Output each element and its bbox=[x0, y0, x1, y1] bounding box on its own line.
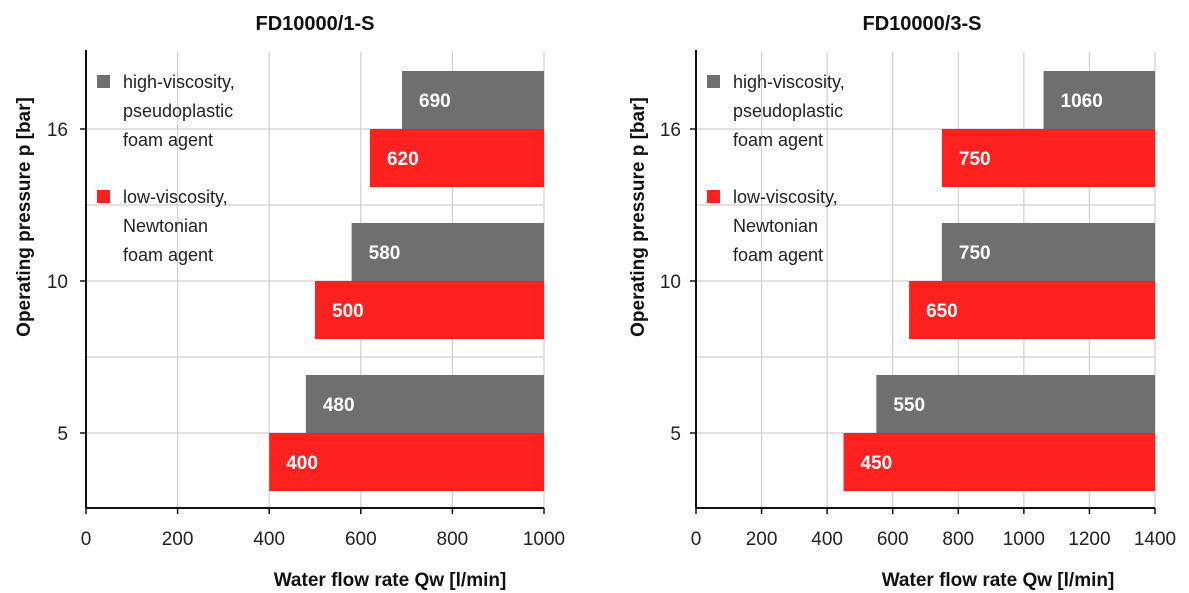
legend-label: low-viscosity, bbox=[733, 187, 838, 207]
legend-label: Newtonian bbox=[123, 216, 208, 236]
y-tick-label: 5 bbox=[670, 424, 681, 445]
bar-value-label: 750 bbox=[959, 243, 991, 264]
bar-value-label: 480 bbox=[323, 395, 355, 416]
legend-label: Newtonian bbox=[733, 216, 818, 236]
legend-label: high-viscosity, bbox=[123, 72, 235, 92]
legend-label: foam agent bbox=[733, 245, 823, 265]
legend-swatch bbox=[97, 190, 110, 203]
x-axis-title: Water flow rate Qw [l/min] bbox=[274, 570, 507, 591]
bar-high-viscosity bbox=[402, 71, 544, 129]
x-tick-label: 1000 bbox=[1003, 529, 1045, 550]
y-tick-label: 5 bbox=[57, 424, 68, 445]
chart-panel-1: 690 580 480 620 500 400 16 10 5 0 200 400 600 800 1000… bbox=[14, 13, 565, 591]
bar-value-label: 400 bbox=[286, 453, 318, 474]
chart-title: FD10000/1-S bbox=[256, 13, 375, 35]
bar-value-label: 620 bbox=[387, 149, 419, 170]
bar-value-label: 650 bbox=[926, 301, 958, 322]
x-tick-label: 1000 bbox=[523, 529, 565, 550]
x-tick-label: 400 bbox=[253, 529, 285, 550]
bar-high-viscosity bbox=[305, 375, 544, 433]
bar-low-viscosity bbox=[941, 129, 1155, 187]
bar-low-viscosity bbox=[269, 433, 544, 491]
legend-swatch bbox=[97, 75, 110, 88]
bar-value-label: 690 bbox=[419, 91, 451, 112]
y-tick-label: 16 bbox=[660, 120, 681, 141]
legend-label: foam agent bbox=[123, 245, 213, 265]
legend-label: foam agent bbox=[733, 130, 823, 150]
bar-low-viscosity bbox=[315, 281, 544, 339]
chart-title: FD10000/3-S bbox=[863, 13, 982, 35]
legend-label: high-viscosity, bbox=[733, 72, 845, 92]
bar-value-label: 580 bbox=[369, 243, 401, 264]
bar-value-label: 450 bbox=[861, 453, 893, 474]
y-axis-title: Operating pressure p [bar] bbox=[14, 97, 35, 337]
bar-low-viscosity bbox=[369, 129, 544, 187]
bar-low-viscosity bbox=[909, 281, 1155, 339]
x-tick-label: 200 bbox=[162, 529, 194, 550]
chart-panel-2: 1060 750 550 750 650 450 16 10 5 0 200 400 600 800 100… bbox=[628, 13, 1176, 591]
bar-high-viscosity bbox=[351, 223, 544, 281]
legend-label: foam agent bbox=[123, 130, 213, 150]
x-tick-label: 800 bbox=[437, 529, 469, 550]
y-tick-label: 10 bbox=[660, 272, 681, 293]
x-axis-title: Water flow rate Qw [l/min] bbox=[882, 570, 1115, 591]
x-tick-label: 800 bbox=[942, 529, 974, 550]
bar-value-label: 550 bbox=[893, 395, 925, 416]
bar-high-viscosity bbox=[1043, 71, 1155, 129]
legend-label: low-viscosity, bbox=[123, 187, 228, 207]
x-tick-label: 1200 bbox=[1068, 529, 1110, 550]
bar-value-label: 750 bbox=[959, 149, 991, 170]
legend-swatch bbox=[707, 75, 720, 88]
legend-swatch bbox=[707, 190, 720, 203]
bar-value-label: 500 bbox=[332, 301, 364, 322]
x-tick-label: 600 bbox=[345, 529, 377, 550]
bar-low-viscosity bbox=[843, 433, 1155, 491]
x-tick-label: 200 bbox=[746, 529, 778, 550]
bar-high-viscosity bbox=[876, 375, 1155, 433]
x-tick-label: 400 bbox=[811, 529, 843, 550]
bar-high-viscosity bbox=[941, 223, 1155, 281]
legend-label: pseudoplastic bbox=[733, 101, 843, 121]
x-tick-label: 600 bbox=[877, 529, 909, 550]
x-tick-label: 0 bbox=[691, 529, 702, 550]
x-tick-label: 0 bbox=[81, 529, 92, 550]
x-tick-label: 1400 bbox=[1134, 529, 1176, 550]
y-axis-title: Operating pressure p [bar] bbox=[628, 97, 649, 337]
bar-value-label: 1060 bbox=[1061, 91, 1103, 112]
legend-label: pseudoplastic bbox=[123, 101, 233, 121]
y-tick-label: 10 bbox=[47, 272, 68, 293]
y-tick-label: 16 bbox=[47, 120, 68, 141]
